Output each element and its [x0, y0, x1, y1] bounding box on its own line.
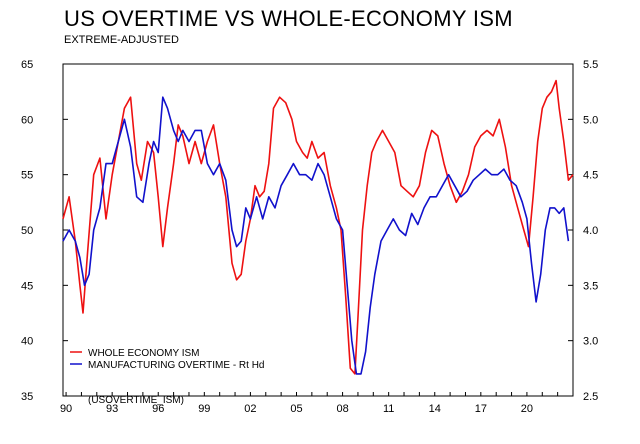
left-tick-label: 40 — [21, 336, 33, 348]
x-tick-label: 02 — [244, 403, 256, 415]
x-tick-label: 14 — [429, 403, 441, 415]
source-tag: (USOVERTIME_ISM) — [88, 395, 184, 406]
legend-box — [66, 344, 276, 370]
left-axis: 35 40 45 50 55 60 65 — [21, 59, 68, 403]
x-tick-label: 05 — [290, 403, 302, 415]
left-tick-label: 50 — [21, 225, 33, 237]
left-tick-label: 35 — [21, 391, 33, 403]
legend: WHOLE ECONOMY ISM MANUFACTURING OVERTIME… — [66, 344, 276, 371]
right-tick-label: 4.0 — [583, 225, 598, 237]
right-axis: 2.5 3.0 3.5 4.0 4.5 5.0 5.5 — [568, 59, 598, 403]
x-tick-label: 90 — [60, 403, 72, 415]
left-tick-label: 60 — [21, 114, 33, 126]
x-tick-label: 11 — [383, 403, 394, 415]
right-tick-label: 5.0 — [583, 114, 598, 126]
right-tick-label: 3.0 — [583, 336, 598, 348]
x-tick-label: 96 — [152, 403, 164, 415]
left-tick-label: 55 — [21, 170, 33, 182]
x-tick-label: 93 — [106, 403, 118, 415]
x-tick-label: 20 — [521, 403, 533, 415]
right-tick-label: 2.5 — [583, 391, 598, 403]
legend-label-whole-economy-ism: WHOLE ECONOMY ISM — [88, 348, 200, 359]
series-line-whole-economy-ism — [62, 79, 574, 375]
series-layer — [62, 79, 574, 375]
x-tick-label: 08 — [336, 403, 348, 415]
x-tick-label: 99 — [198, 403, 210, 415]
chart-title: US OVERTIME VS WHOLE-ECONOMY ISM — [64, 6, 513, 31]
right-tick-label: 4.5 — [583, 170, 598, 182]
right-tick-label: 5.5 — [583, 59, 598, 71]
series-line-manufacturing-overtime — [62, 96, 570, 375]
right-tick-label: 3.5 — [583, 280, 598, 292]
left-tick-label: 45 — [21, 280, 33, 292]
chart-subtitle: EXTREME-ADJUSTED — [64, 34, 179, 46]
legend-label-manufacturing-overtime: MANUFACTURING OVERTIME - Rt Hd — [88, 360, 265, 371]
x-tick-label: 17 — [475, 403, 487, 415]
left-tick-label: 65 — [21, 59, 33, 71]
x-axis: 90 93 96 99 02 05 08 11 14 17 20 — [60, 392, 574, 415]
